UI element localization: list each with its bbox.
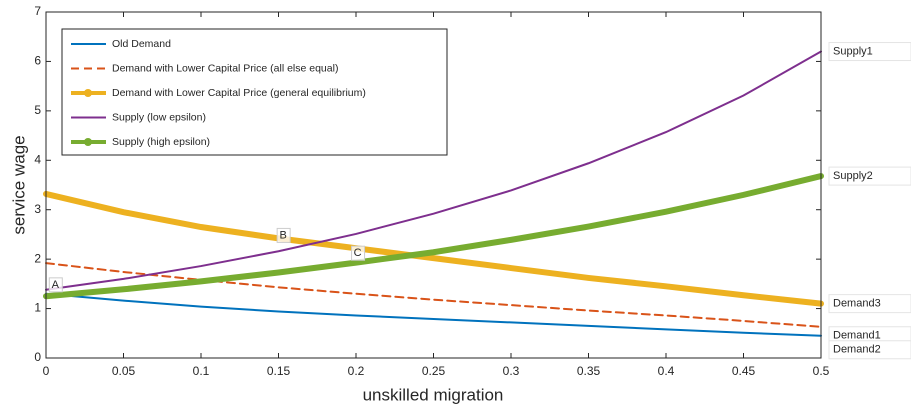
legend-label: Supply (low epsilon) bbox=[112, 111, 206, 123]
x-tick-label: 0.05 bbox=[112, 364, 136, 378]
legend: Old Demand Demand with Lower Capital Pric… bbox=[61, 28, 448, 156]
x-tick-label: 0.5 bbox=[813, 364, 830, 378]
x-tick-label: 0 bbox=[43, 364, 50, 378]
point-label: C bbox=[354, 247, 362, 259]
series-line bbox=[45, 50, 822, 291]
y-tick-label: 0 bbox=[34, 350, 41, 364]
x-tick-label: 0.45 bbox=[732, 364, 756, 378]
x-tick-label: 0.2 bbox=[348, 364, 365, 378]
end-label-box bbox=[828, 340, 911, 360]
x-axis-label: unskilled migration bbox=[363, 385, 504, 404]
point-label: B bbox=[279, 229, 286, 241]
x-tick-label: 0.15 bbox=[267, 364, 291, 378]
end-label-text: Supply2 bbox=[833, 170, 873, 182]
end-label-text: Demand3 bbox=[833, 298, 881, 310]
plot-frame bbox=[45, 11, 822, 359]
x-tick-label: 0.35 bbox=[577, 364, 601, 378]
legend-label: Demand with Lower Capital Price (all els… bbox=[112, 62, 338, 74]
legend-box bbox=[61, 28, 448, 156]
x-tick-label: 0.1 bbox=[193, 364, 210, 378]
y-tick-label: 1 bbox=[34, 301, 41, 315]
point-label-box bbox=[351, 245, 366, 261]
end-label-text: Demand2 bbox=[833, 344, 881, 356]
legend-marker bbox=[84, 89, 92, 97]
legend-label: Old Demand bbox=[112, 38, 171, 50]
end-label: Supply1 bbox=[828, 42, 911, 62]
point-label-box bbox=[48, 277, 63, 293]
point-label-box bbox=[276, 227, 291, 243]
y-tick-label: 2 bbox=[34, 251, 41, 265]
legend-label: Demand with Lower Capital Price (general… bbox=[112, 87, 366, 99]
y-tick-label: 4 bbox=[34, 152, 41, 166]
y-axis-label: service wage bbox=[9, 135, 28, 234]
legend-label: Supply (high epsilon) bbox=[112, 136, 210, 148]
end-label-text: Demand1 bbox=[833, 330, 881, 342]
series-line bbox=[43, 173, 824, 300]
x-tick-label: 0.3 bbox=[503, 364, 520, 378]
end-label-text: Supply1 bbox=[833, 45, 873, 57]
end-label: Demand2 bbox=[828, 340, 911, 360]
series-line bbox=[45, 262, 822, 328]
x-tick-label: 0.25 bbox=[422, 364, 446, 378]
y-tick-label: 3 bbox=[34, 202, 41, 216]
y-tick-label: 5 bbox=[34, 103, 41, 117]
series-line bbox=[43, 190, 824, 307]
end-label-box bbox=[828, 166, 911, 186]
y-tick-label: 7 bbox=[34, 4, 41, 18]
y-tick-label: 6 bbox=[34, 54, 41, 68]
x-tick-label: 0.4 bbox=[658, 364, 675, 378]
legend-marker bbox=[84, 138, 92, 146]
series-line bbox=[45, 292, 822, 337]
end-label-box bbox=[828, 42, 911, 62]
point-label: A bbox=[52, 279, 60, 291]
end-label: Supply2 bbox=[828, 166, 911, 186]
end-label-box bbox=[828, 294, 911, 314]
end-label: Demand3 bbox=[828, 294, 911, 314]
